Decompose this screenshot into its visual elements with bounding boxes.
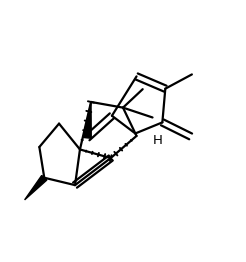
Polygon shape xyxy=(25,176,47,200)
Polygon shape xyxy=(83,102,91,138)
Text: H: H xyxy=(153,134,162,147)
